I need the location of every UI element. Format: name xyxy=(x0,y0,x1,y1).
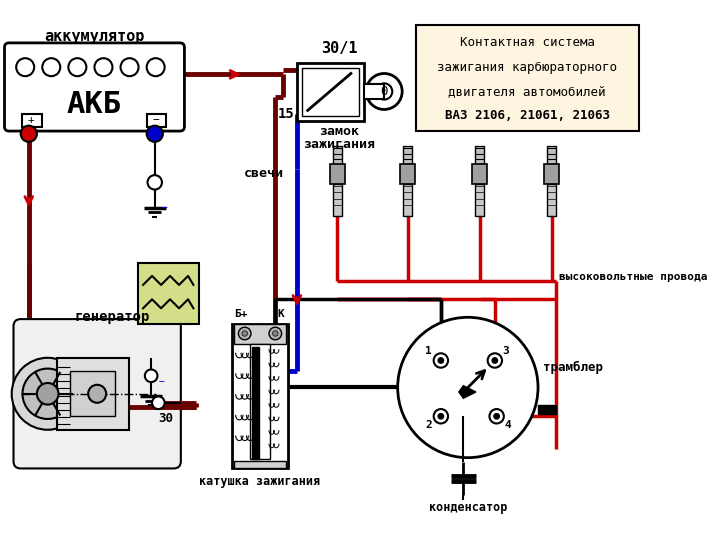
Text: 30: 30 xyxy=(158,413,173,425)
Text: 0: 0 xyxy=(381,85,388,98)
Circle shape xyxy=(11,358,84,430)
Text: зажигания карбюраторного: зажигания карбюраторного xyxy=(437,61,617,74)
Circle shape xyxy=(269,327,281,340)
Circle shape xyxy=(68,58,86,76)
Circle shape xyxy=(42,58,60,76)
Bar xyxy=(330,164,345,184)
Bar xyxy=(472,164,487,184)
Text: зажигания: зажигания xyxy=(303,138,376,151)
Bar xyxy=(333,147,342,164)
Text: 15: 15 xyxy=(278,107,294,121)
Circle shape xyxy=(242,331,248,336)
Text: высоковольтные провода: высоковольтные провода xyxy=(559,272,707,282)
Circle shape xyxy=(22,369,73,419)
Bar xyxy=(252,347,259,459)
Bar xyxy=(302,68,359,116)
Circle shape xyxy=(488,353,502,368)
Circle shape xyxy=(238,327,251,340)
Bar xyxy=(297,63,364,121)
Bar xyxy=(57,358,129,430)
Bar xyxy=(475,147,484,164)
Circle shape xyxy=(152,397,164,409)
Circle shape xyxy=(490,409,504,423)
Text: двигателя автомобилей: двигателя автомобилей xyxy=(449,85,606,98)
Circle shape xyxy=(438,358,444,363)
Text: 30/1: 30/1 xyxy=(321,41,358,56)
Bar xyxy=(333,184,342,216)
Bar xyxy=(138,263,199,325)
Text: катушка зажигания: катушка зажигания xyxy=(200,474,320,488)
Bar xyxy=(538,406,556,415)
Text: −: − xyxy=(152,115,159,125)
Circle shape xyxy=(148,175,162,190)
Text: свечи: свечи xyxy=(243,167,284,180)
Circle shape xyxy=(492,358,498,363)
Circle shape xyxy=(434,353,448,368)
Circle shape xyxy=(398,317,538,458)
Circle shape xyxy=(95,58,113,76)
Text: +: + xyxy=(27,115,34,125)
Text: ВАЗ 2106, 21061, 21063: ВАЗ 2106, 21061, 21063 xyxy=(444,109,610,122)
Bar xyxy=(401,164,415,184)
Circle shape xyxy=(88,385,106,403)
Text: замок: замок xyxy=(320,125,359,139)
Circle shape xyxy=(494,414,499,419)
Text: аккумулятор: аккумулятор xyxy=(45,29,144,44)
Bar xyxy=(544,164,559,184)
Bar xyxy=(547,147,556,164)
Bar xyxy=(547,184,556,216)
FancyBboxPatch shape xyxy=(14,319,181,469)
Text: трамблер: трамблер xyxy=(543,361,602,374)
FancyBboxPatch shape xyxy=(4,43,185,131)
Text: 4: 4 xyxy=(504,420,510,430)
Bar xyxy=(146,114,167,126)
Bar xyxy=(234,461,286,469)
Circle shape xyxy=(273,331,278,336)
Text: К: К xyxy=(277,309,284,319)
Text: −: − xyxy=(160,203,167,213)
Bar xyxy=(232,325,288,469)
Text: 3: 3 xyxy=(503,346,509,357)
Circle shape xyxy=(434,409,448,423)
Text: 1: 1 xyxy=(425,346,432,357)
Bar xyxy=(22,114,42,126)
Circle shape xyxy=(366,74,402,109)
Bar xyxy=(70,372,115,416)
Circle shape xyxy=(376,83,392,100)
Circle shape xyxy=(121,58,139,76)
Polygon shape xyxy=(459,386,476,398)
Bar xyxy=(403,147,412,164)
Bar xyxy=(234,325,286,344)
Text: генератор: генератор xyxy=(75,310,150,324)
Circle shape xyxy=(37,383,58,405)
Circle shape xyxy=(146,58,164,76)
Text: Контактная система: Контактная система xyxy=(460,36,595,50)
Bar xyxy=(475,184,484,216)
Bar xyxy=(403,184,412,216)
Text: АКБ: АКБ xyxy=(67,90,122,118)
Circle shape xyxy=(17,58,34,76)
Text: конденсатор: конденсатор xyxy=(429,500,507,514)
Text: −: − xyxy=(159,377,164,387)
Circle shape xyxy=(146,126,163,142)
Bar xyxy=(416,25,639,131)
Text: 2: 2 xyxy=(425,420,432,430)
Circle shape xyxy=(438,414,444,419)
Circle shape xyxy=(21,126,37,142)
Text: Б+: Б+ xyxy=(234,309,248,319)
Bar xyxy=(250,344,270,459)
Bar xyxy=(364,84,384,99)
Circle shape xyxy=(145,369,157,382)
